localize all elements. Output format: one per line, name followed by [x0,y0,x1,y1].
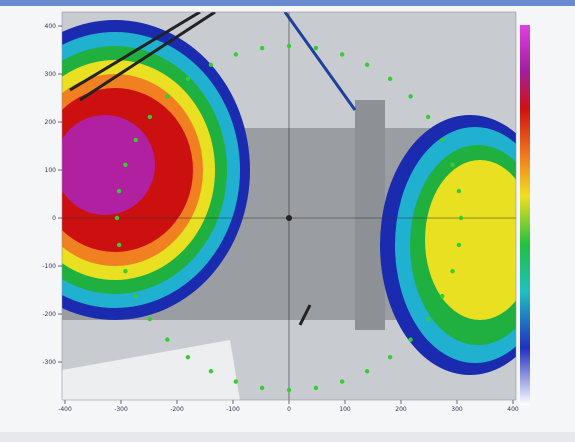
axis-ticks: 400 300 200 100 0 -100 -200 -300 -400 -300 -200 -10… [42,23,519,413]
color-bar [520,25,530,405]
y-tick-label: -200 [42,311,56,318]
microphone-dot [233,52,239,57]
x-tick-label: -300 [114,406,128,413]
microphone-dot [450,162,455,168]
microphone-dot [456,242,462,248]
microphone-dot [123,268,128,274]
microphone-dot [387,354,393,360]
y-tick-label: -300 [42,359,56,366]
microphone-dot [408,337,413,342]
x-tick-label: 0 [287,406,291,413]
microphone-dot [364,369,370,374]
x-tick-label: -100 [226,406,240,413]
microphone-dot [425,114,431,120]
y-tick-label: 300 [45,71,57,78]
microphone-dot [440,137,445,143]
y-tick-label: -100 [42,263,56,270]
microphone-dot [450,268,455,274]
microphone-dot [408,94,413,99]
x-tick-label: 400 [507,406,519,413]
microphone-dot [147,316,153,322]
x-tick-label: -200 [170,406,184,413]
microphone-dot [185,76,191,82]
y-tick-label: 100 [45,167,57,174]
microphone-dot [259,45,265,51]
camera-view [62,12,516,400]
microphone-dot [114,215,120,221]
microphone-dot [116,188,122,194]
microphone-dot [233,379,239,384]
microphone-dot [147,114,153,120]
center-marker [286,215,292,221]
x-tick-label: 100 [339,406,351,413]
x-tick-label: -400 [58,406,72,413]
microphone-dot [456,188,462,194]
microphone-dot [286,43,292,49]
microphone-dot [208,369,214,374]
microphone-ring [114,43,464,393]
microphone-dot [339,379,345,384]
microphone-dot [339,52,345,57]
microphone-dot [313,385,319,391]
panel [62,340,240,400]
x-tick-label: 300 [451,406,463,413]
microphone-dot [116,242,122,248]
microphone-dot [286,387,292,393]
microphone-dot [133,137,138,143]
microphone-dot [133,293,138,299]
microphone-dot [123,162,128,168]
microphone-dot [165,337,170,342]
microphone-dot [185,354,191,360]
bracket [355,100,385,330]
microphone-dot [165,94,170,99]
y-tick-label: 200 [45,119,57,126]
microphone-dot [387,76,393,82]
microphone-dot [208,62,214,67]
microphone-dot [364,62,370,67]
microphone-dot [458,215,464,221]
status-bar [0,432,575,442]
y-tick-label: 0 [52,215,56,222]
cables [69,12,357,326]
microphone-dot [425,316,431,322]
microphone-dot [313,45,319,51]
right-hotspot [380,115,516,375]
x-tick-label: 200 [395,406,407,413]
microphone-dot [440,293,445,299]
title-bar [0,0,575,6]
microphone-dot [259,385,265,391]
y-tick-label: 400 [45,23,57,30]
